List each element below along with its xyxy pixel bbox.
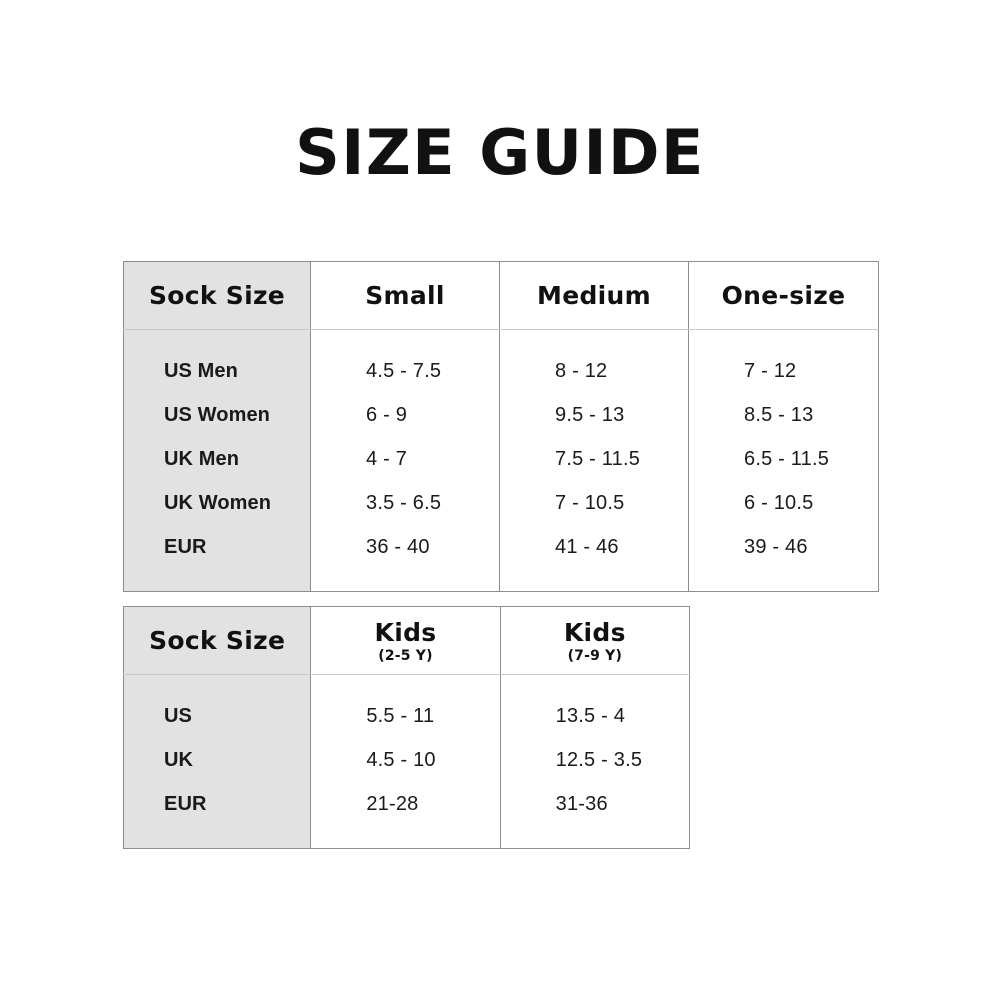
header-kids-age-range: (2-5 Y) [378, 647, 433, 664]
header-one-size: One-size [688, 261, 879, 330]
row-value: 4 - 7 [310, 437, 500, 481]
table-top-spacer [123, 329, 879, 349]
header-kids-label: Kids [563, 617, 626, 647]
table-row: US 5.5 - 11 13.5 - 4 [122, 694, 691, 738]
table-header-row: Sock Size Small Medium One-size [123, 261, 879, 330]
row-label: EUR [123, 525, 311, 569]
row-value: 8.5 - 13 [688, 393, 879, 437]
table-row: US Men 4.5 - 7.5 8 - 12 7 - 12 [123, 349, 879, 393]
row-value: 36 - 40 [310, 525, 500, 569]
header-medium: Medium [499, 261, 689, 330]
header-kids-2-5: Kids (2-5 Y) [310, 606, 501, 675]
table-row: US Women 6 - 9 9.5 - 13 8.5 - 13 [123, 393, 879, 437]
spacer-cell [310, 674, 501, 694]
header-sock-size: Sock Size [123, 261, 311, 330]
table-row: EUR 36 - 40 41 - 46 39 - 46 [123, 525, 879, 569]
row-value: 6 - 9 [310, 393, 500, 437]
row-label: UK Women [123, 481, 311, 525]
spacer-cell [122, 826, 312, 849]
table-row: UK Men 4 - 7 7.5 - 11.5 6.5 - 11.5 [123, 437, 879, 481]
row-value: 12.5 - 3.5 [499, 738, 691, 782]
row-value: 5.5 - 11 [310, 694, 501, 738]
table-row: EUR 21-28 31-36 [122, 782, 691, 826]
kids-size-table: Sock Size Kids (2-5 Y) Kids (7-9 Y) US 5… [122, 606, 691, 849]
row-value: 3.5 - 6.5 [310, 481, 500, 525]
header-kids-label: Kids [374, 617, 437, 647]
table-row: UK 4.5 - 10 12.5 - 3.5 [122, 738, 691, 782]
spacer-cell [499, 569, 689, 592]
spacer-cell [499, 674, 691, 694]
row-value: 8 - 12 [499, 349, 689, 393]
row-label: US Women [123, 393, 311, 437]
row-label: US Men [123, 349, 311, 393]
table-header-row: Sock Size Kids (2-5 Y) Kids (7-9 Y) [122, 606, 691, 675]
row-value: 6.5 - 11.5 [688, 437, 879, 481]
header-sock-size: Sock Size [122, 606, 312, 675]
row-value: 7.5 - 11.5 [499, 437, 689, 481]
row-label: UK Men [123, 437, 311, 481]
page-title: SIZE GUIDE [295, 116, 705, 189]
row-label: EUR [122, 782, 312, 826]
spacer-cell [310, 329, 500, 349]
row-value: 7 - 10.5 [499, 481, 689, 525]
table-bottom-spacer [122, 826, 691, 849]
row-label: US [122, 694, 312, 738]
adult-size-table: Sock Size Small Medium One-size US Men 4… [123, 261, 879, 592]
spacer-cell [123, 569, 311, 592]
row-value: 13.5 - 4 [499, 694, 691, 738]
header-kids-age-range: (7-9 Y) [567, 647, 623, 664]
spacer-cell [123, 329, 311, 349]
header-kids-7-9: Kids (7-9 Y) [499, 606, 691, 675]
spacer-cell [499, 329, 689, 349]
row-value: 31-36 [499, 782, 691, 826]
table-bottom-spacer [123, 569, 879, 592]
spacer-cell [310, 569, 500, 592]
header-small: Small [310, 261, 500, 330]
row-value: 4.5 - 7.5 [310, 349, 500, 393]
spacer-cell [499, 826, 691, 849]
row-label: UK [122, 738, 312, 782]
row-value: 21-28 [310, 782, 501, 826]
row-value: 41 - 46 [499, 525, 689, 569]
spacer-cell [688, 329, 879, 349]
spacer-cell [688, 569, 879, 592]
row-value: 4.5 - 10 [310, 738, 501, 782]
row-value: 9.5 - 13 [499, 393, 689, 437]
row-value: 39 - 46 [688, 525, 879, 569]
table-row: UK Women 3.5 - 6.5 7 - 10.5 6 - 10.5 [123, 481, 879, 525]
row-value: 7 - 12 [688, 349, 879, 393]
table-top-spacer [122, 674, 691, 694]
spacer-cell [122, 674, 312, 694]
row-value: 6 - 10.5 [688, 481, 879, 525]
spacer-cell [310, 826, 501, 849]
